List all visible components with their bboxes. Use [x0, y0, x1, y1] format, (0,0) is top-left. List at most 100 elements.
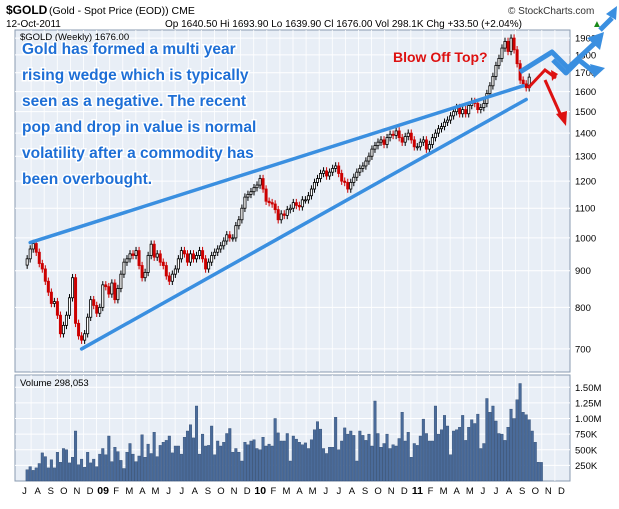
volume-bar: [382, 443, 386, 482]
candle-body: [83, 333, 87, 341]
candle-body: [379, 139, 383, 143]
candle-body: [394, 130, 398, 136]
candle-body: [146, 255, 150, 273]
candle-body: [427, 144, 431, 150]
volume-bar: [430, 440, 434, 482]
volume-bar: [258, 449, 262, 482]
volume-bar: [158, 445, 162, 482]
candle-body: [31, 243, 35, 250]
candle-body: [385, 137, 389, 145]
volume-bar: [225, 433, 229, 482]
month-label: 09: [97, 485, 109, 497]
candle-body: [49, 291, 53, 304]
candle-body: [337, 165, 341, 174]
candle-body: [173, 268, 177, 275]
candle-body: [161, 261, 165, 266]
trendline-wedge-upper: [28, 84, 525, 245]
volume-bar: [415, 445, 419, 482]
volume-bar: [222, 442, 226, 482]
volume-bar: [446, 425, 450, 482]
month-label: N: [231, 486, 238, 497]
volume-bar: [58, 462, 62, 482]
candle-body: [503, 40, 507, 49]
volume-bar: [473, 423, 477, 482]
red-drop-arrow: [543, 79, 564, 119]
candle-body: [128, 253, 132, 260]
volume-bar: [122, 468, 126, 482]
volume-tick-label: 1.50M: [575, 383, 601, 394]
candle-body: [509, 37, 513, 52]
month-axis: J A S O N D 09 F M A M J J A S O N D 10 F M A M J J A S O N D 11 F M A M J J…: [22, 485, 565, 497]
month-label: J: [481, 486, 486, 497]
month-label: S: [48, 486, 54, 497]
candle-body: [358, 168, 362, 173]
candle-body: [376, 141, 380, 147]
month-label: D: [244, 486, 251, 497]
candle-body: [325, 170, 329, 177]
candle-body: [58, 314, 62, 335]
volume-bar: [512, 418, 516, 482]
candle-body: [288, 207, 292, 211]
candle-body: [439, 126, 443, 130]
volume-bar: [140, 434, 144, 482]
candle-body: [243, 196, 247, 209]
candle-body: [267, 200, 271, 204]
candle-body: [176, 258, 180, 270]
candle-body: [237, 219, 241, 227]
month-label: A: [34, 486, 41, 497]
month-label: S: [362, 486, 368, 497]
month-label: S: [519, 486, 525, 497]
watermark: © StockCharts.com: [508, 6, 594, 17]
volume-bar: [155, 456, 159, 482]
volume-bar: [394, 445, 398, 482]
volume-bar: [433, 405, 437, 482]
volume-tick-label: 250K: [575, 461, 598, 472]
month-label: S: [205, 486, 211, 497]
volume-bar: [98, 453, 102, 482]
volume-bar: [125, 452, 129, 482]
volume-bar: [479, 448, 483, 482]
month-label: O: [374, 486, 381, 497]
candle-body: [349, 182, 353, 190]
candle-body: [312, 182, 316, 190]
candle-body: [276, 209, 280, 221]
candle-body: [113, 282, 117, 301]
candle-body: [119, 273, 123, 289]
month-label: M: [309, 486, 317, 497]
candle-body: [37, 251, 41, 264]
price-tick-label: 700: [575, 344, 591, 355]
month-label: J: [336, 486, 341, 497]
candle-body: [234, 225, 238, 239]
month-label: M: [282, 486, 290, 497]
candle-body: [306, 195, 310, 201]
volume-bar: [49, 459, 53, 482]
volume-bar: [161, 442, 165, 482]
volume-bar: [539, 462, 543, 482]
candle-body: [228, 234, 232, 239]
volume-bar: [285, 433, 289, 482]
month-label: A: [296, 486, 303, 497]
volume-bar: [343, 427, 347, 482]
volume-bar: [303, 442, 307, 482]
volume-bar: [364, 440, 368, 482]
volume-bar: [515, 399, 519, 482]
candle-body: [273, 203, 277, 211]
volume-bar: [228, 428, 232, 482]
volume-bar: [173, 445, 177, 482]
commentary-line: Gold has formed a multi year: [22, 41, 236, 58]
commentary-line: volatility after a commodity has: [22, 145, 254, 162]
volume-bar: [37, 463, 41, 482]
volume-bar: [370, 445, 374, 482]
candle-body: [134, 250, 138, 256]
volume-bar: [346, 433, 350, 482]
candle-body: [355, 171, 359, 178]
volume-bar: [28, 466, 32, 482]
month-label: M: [152, 486, 160, 497]
price-tick-label: 1400: [575, 129, 596, 140]
chart-date: 12-Oct-2011: [6, 19, 61, 30]
candle-body: [107, 286, 111, 295]
volume-bar: [234, 448, 238, 482]
volume-bar: [210, 425, 214, 482]
volume-bar: [291, 435, 295, 482]
